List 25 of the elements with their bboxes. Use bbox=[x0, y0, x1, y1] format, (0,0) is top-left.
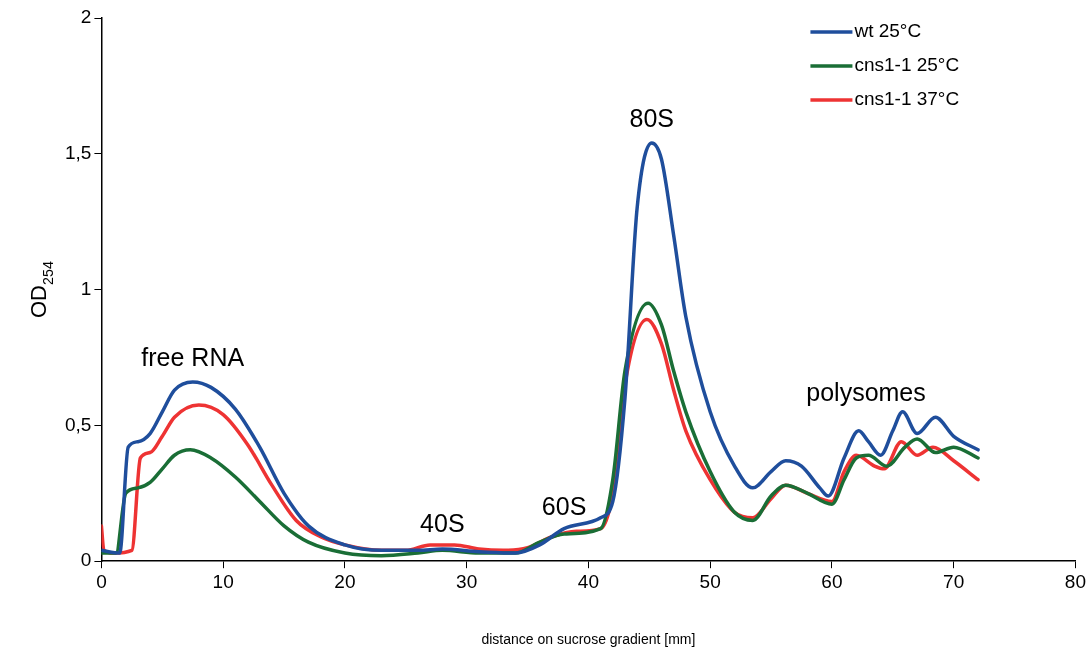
legend-label: cns1-1 25°C bbox=[854, 54, 960, 76]
y-tick-label: 0 bbox=[80, 549, 92, 571]
annotation: 60S bbox=[541, 492, 587, 521]
y-axis-title: OD254 bbox=[26, 261, 56, 319]
x-tick-label: 30 bbox=[456, 570, 478, 592]
line-series bbox=[101, 141, 980, 555]
x-tick-label: 0 bbox=[96, 570, 107, 592]
x-tick-label: 50 bbox=[699, 570, 721, 592]
x-axis-title: distance on sucrose gradient [mm] bbox=[481, 631, 696, 647]
y-tick-label: 2 bbox=[80, 6, 92, 28]
x-tick-label: 20 bbox=[334, 570, 356, 592]
y-tick-label: 1,5 bbox=[64, 142, 92, 164]
y-tick-label: 0,5 bbox=[64, 413, 92, 435]
annotation: polysomes bbox=[806, 377, 926, 406]
annotation: 40S bbox=[420, 508, 465, 537]
x-tick-label: 80 bbox=[1064, 570, 1086, 592]
x-tick-label: 40 bbox=[577, 570, 599, 592]
legend-label: wt 25°C bbox=[853, 20, 922, 42]
legend-label: cns1-1 37°C bbox=[854, 88, 960, 110]
annotation: 80S bbox=[629, 103, 674, 132]
annotation: free RNA bbox=[141, 342, 245, 371]
x-tick-label: 70 bbox=[943, 570, 965, 592]
x-tick-label: 10 bbox=[212, 570, 234, 592]
x-tick-label: 60 bbox=[821, 570, 843, 592]
y-tick-label: 1 bbox=[80, 277, 92, 299]
